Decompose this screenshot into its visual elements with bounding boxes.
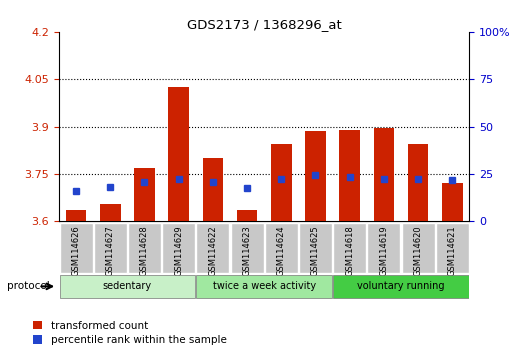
FancyBboxPatch shape [196, 275, 332, 298]
FancyBboxPatch shape [60, 275, 195, 298]
Bar [305, 131, 326, 221]
Bar [340, 130, 360, 221]
Bar [203, 158, 223, 221]
FancyBboxPatch shape [60, 223, 92, 273]
FancyBboxPatch shape [333, 223, 366, 273]
FancyBboxPatch shape [333, 275, 469, 298]
Legend: transformed count, percentile rank within the sample: transformed count, percentile rank withi… [31, 319, 229, 347]
FancyBboxPatch shape [196, 223, 229, 273]
Text: GSM114619: GSM114619 [380, 225, 388, 276]
Text: GSM114628: GSM114628 [140, 225, 149, 276]
Text: GSM114624: GSM114624 [277, 225, 286, 276]
Text: sedentary: sedentary [103, 281, 152, 291]
FancyBboxPatch shape [231, 223, 264, 273]
FancyBboxPatch shape [265, 223, 298, 273]
Bar [442, 183, 463, 221]
FancyBboxPatch shape [162, 223, 195, 273]
FancyBboxPatch shape [367, 223, 400, 273]
Text: GSM114621: GSM114621 [448, 225, 457, 276]
FancyBboxPatch shape [402, 223, 435, 273]
Text: voluntary running: voluntary running [357, 281, 445, 291]
Bar [271, 144, 291, 221]
Text: GSM114618: GSM114618 [345, 225, 354, 276]
Text: protocol: protocol [7, 281, 49, 291]
Bar [100, 204, 121, 221]
Text: twice a week activity: twice a week activity [212, 281, 316, 291]
Bar [134, 167, 155, 221]
Title: GDS2173 / 1368296_at: GDS2173 / 1368296_at [187, 18, 342, 31]
Bar [408, 144, 428, 221]
FancyBboxPatch shape [299, 223, 332, 273]
FancyBboxPatch shape [94, 223, 127, 273]
Text: GSM114620: GSM114620 [413, 225, 423, 276]
FancyBboxPatch shape [128, 223, 161, 273]
Text: GSM114626: GSM114626 [72, 225, 81, 276]
Text: GSM114622: GSM114622 [208, 225, 218, 276]
Bar [373, 128, 394, 221]
Bar [66, 210, 86, 221]
Text: GSM114625: GSM114625 [311, 225, 320, 276]
Bar [237, 210, 258, 221]
Text: GSM114629: GSM114629 [174, 225, 183, 276]
Text: GSM114623: GSM114623 [243, 225, 251, 276]
Bar [168, 87, 189, 221]
Text: GSM114627: GSM114627 [106, 225, 115, 276]
FancyBboxPatch shape [436, 223, 469, 273]
